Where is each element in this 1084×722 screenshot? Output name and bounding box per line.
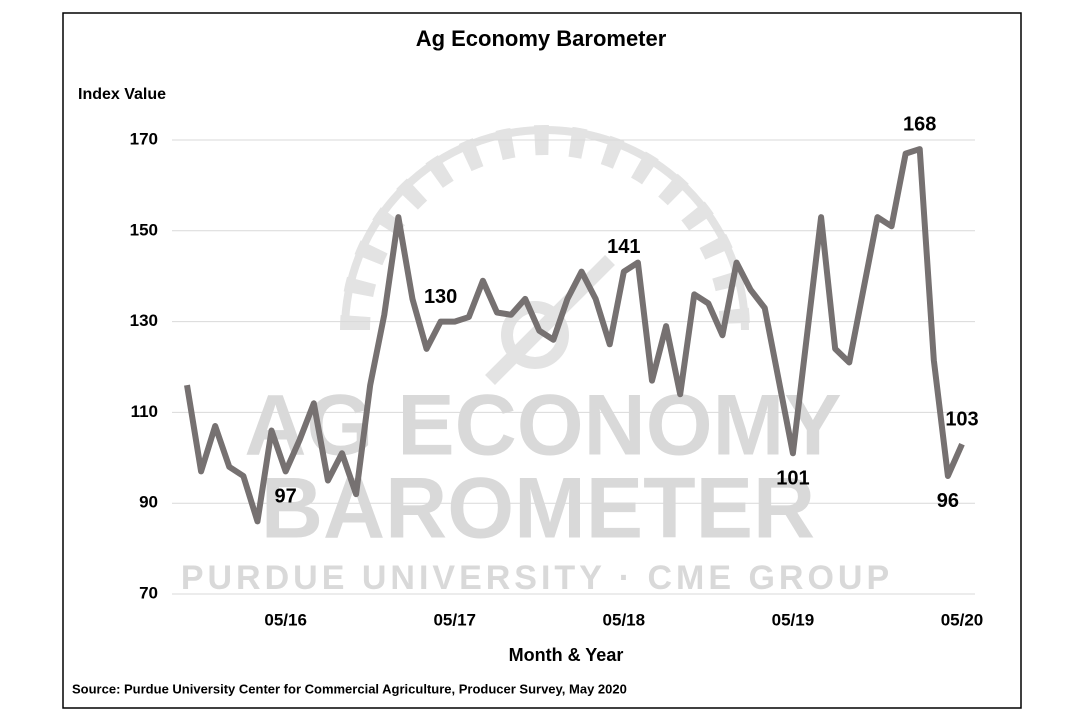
data-label: 101 [776,468,809,490]
x-tick-label: 05/16 [264,610,307,629]
x-tick-label: 05/18 [603,610,646,629]
x-tick-label: 05/19 [772,610,815,629]
y-axis-title: Index Value [78,86,166,103]
data-label: 168 [903,113,936,135]
data-label: 97 [275,486,297,508]
data-label: 130 [424,286,457,308]
data-line [184,146,965,525]
y-tick-label: 170 [130,129,158,148]
y-tick-label: 130 [130,311,158,330]
x-tick-label: 05/17 [433,610,476,629]
gauge-rim [341,126,749,331]
source-note: Source: Purdue University Center for Com… [72,681,627,696]
y-tick-label: 70 [139,583,158,602]
data-label: 103 [945,408,978,430]
watermark-line-1: AG ECONOMY [244,378,841,474]
chart-title: Ag Economy Barometer [416,26,667,51]
gauge-needle [485,255,615,385]
y-tick-label: 90 [139,493,158,512]
x-tick-label: 05/20 [941,610,984,629]
watermark-line-3: PURDUE UNIVERSITY · CME GROUP [181,559,893,597]
y-tick-label: 150 [130,220,158,239]
x-axis-title: Month & Year [509,645,624,665]
watermark-line-2: BAROMETER [261,461,815,557]
data-label: 96 [937,490,959,512]
gauge-hub [501,301,569,369]
data-label: 141 [607,236,640,258]
y-tick-label: 110 [131,402,158,421]
